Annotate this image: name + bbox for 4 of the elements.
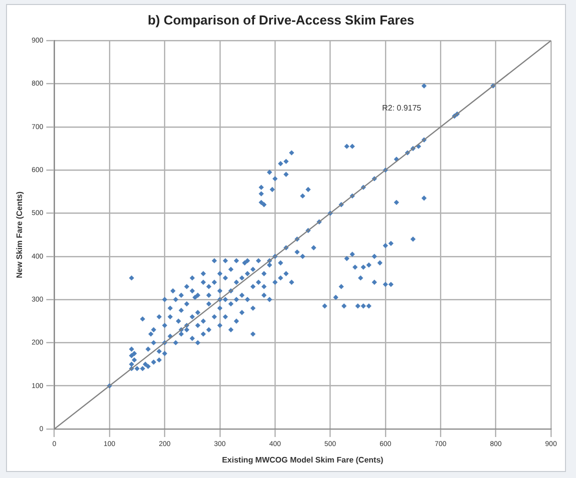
y-axis-title: New Skim Fare (Cents) <box>15 191 24 278</box>
x-axis-title: Existing MWCOG Model Skim Fare (Cents) <box>222 455 384 464</box>
annotation: R2: 0.9175 <box>382 104 422 113</box>
chart-title: b) Comparison of Drive-Access Skim Fares <box>148 12 414 28</box>
